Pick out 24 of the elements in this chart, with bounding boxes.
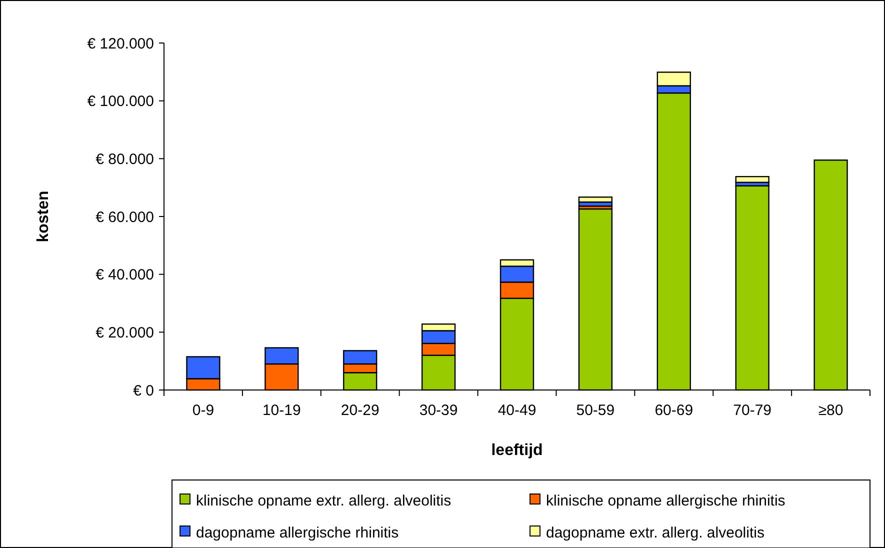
- x-axis-title: leeftijd: [491, 442, 543, 459]
- legend-label: dagopname allergische rhinitis: [196, 524, 399, 542]
- y-tick-label: € 0: [133, 382, 154, 400]
- legend-label: klinische opname allergische rhinitis: [546, 492, 786, 510]
- x-tick-label: 70-79: [733, 402, 772, 419]
- y-tick-label: € 20.000: [96, 324, 154, 342]
- bar: [735, 176, 770, 183]
- x-tick-label: 40-49: [498, 402, 536, 419]
- legend-label: klinische opname extr. allerg. alveolitis: [196, 492, 452, 510]
- x-tick-label: 60-69: [654, 402, 694, 419]
- y-axis-title: kosten: [35, 190, 52, 242]
- x-tick-label: 10-19: [262, 402, 301, 419]
- y-tick-label: € 120.000: [87, 35, 154, 52]
- y-tick-label: € 100.000: [87, 93, 154, 110]
- legend-label: dagopname extr. allerg. alveolitis: [546, 524, 764, 542]
- x-tick-label: 50-59: [576, 402, 615, 419]
- x-tick-label: 0-9: [192, 402, 214, 419]
- x-tick-label: ≥80: [818, 402, 844, 419]
- y-tick-label: € 60.000: [96, 208, 154, 226]
- bar: [578, 196, 613, 203]
- x-tick-label: 30-39: [419, 402, 458, 419]
- y-tick-label: € 40.000: [96, 266, 154, 284]
- x-tick-label: 20-29: [340, 402, 380, 419]
- y-tick-label: € 80.000: [96, 150, 154, 168]
